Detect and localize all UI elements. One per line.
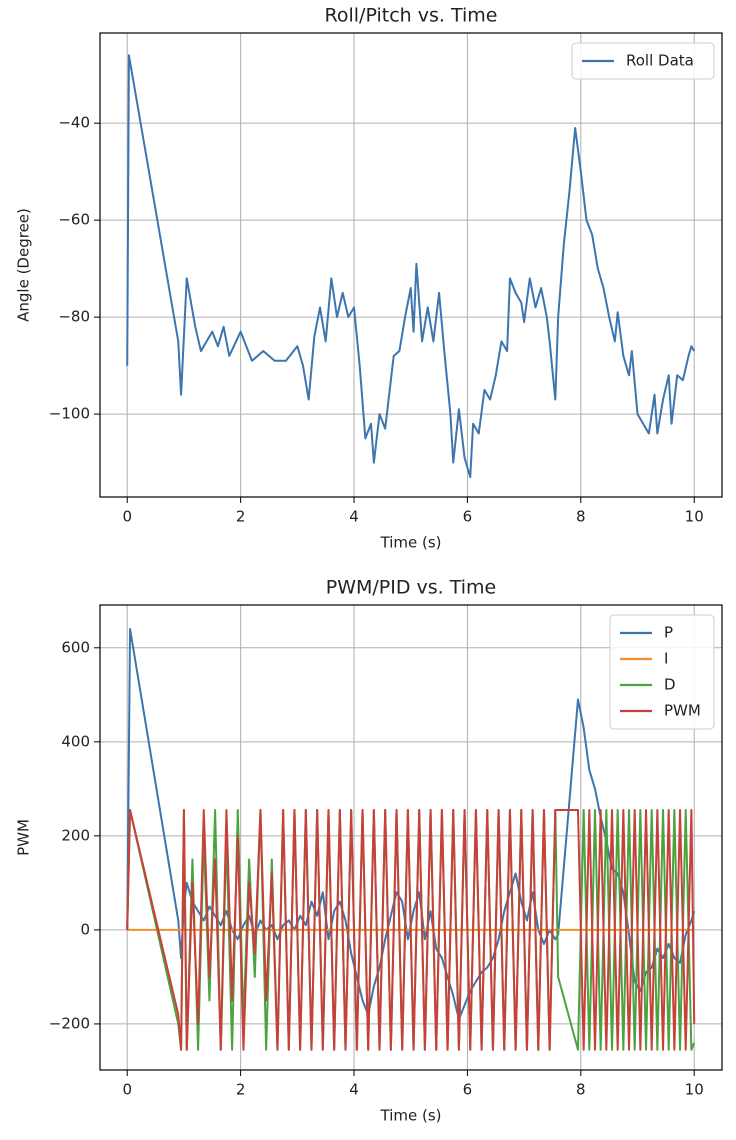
plot-area	[126, 54, 696, 479]
y-tick-label: −200	[49, 1014, 90, 1032]
x-tick-label: 6	[463, 508, 473, 526]
y-tick-label: −80	[58, 308, 90, 326]
legend-box	[571, 42, 715, 80]
y-tick-label: −100	[49, 405, 90, 423]
x-tick-label: 6	[463, 1081, 473, 1099]
legend-label: I	[664, 650, 668, 668]
x-tick-label: 4	[349, 508, 359, 526]
y-tick-label: 200	[61, 826, 90, 844]
legend-label: D	[664, 676, 676, 694]
x-tick-label: 0	[122, 508, 132, 526]
y-tick-label: −60	[58, 211, 90, 229]
legend-label: P	[664, 624, 673, 642]
x-axis-label: Time (s)	[380, 1107, 442, 1125]
plot-area	[126, 627, 696, 1051]
x-axis-label: Time (s)	[380, 534, 442, 552]
x-tick-label: 10	[685, 1081, 704, 1099]
chart-title: Roll/Pitch vs. Time	[325, 5, 498, 27]
y-tick-label: 0	[80, 920, 90, 938]
axes-frame	[99, 32, 723, 498]
y-tick-label: 400	[61, 732, 90, 750]
x-tick-label: 8	[576, 508, 586, 526]
y-tick-label: −40	[58, 114, 90, 132]
chart-title: PWM/PID vs. Time	[326, 577, 497, 599]
y-axis-label: PWM	[15, 819, 33, 856]
x-tick-label: 4	[349, 1081, 359, 1099]
x-tick-label: 2	[236, 508, 246, 526]
x-tick-label: 0	[122, 1081, 132, 1099]
x-tick-label: 10	[685, 508, 704, 526]
legend-box	[609, 614, 715, 730]
x-tick-label: 8	[576, 1081, 586, 1099]
y-axis-label: Angle (Degree)	[15, 208, 33, 322]
series-line	[126, 54, 696, 479]
y-tick-label: 600	[61, 638, 90, 656]
legend-label: Roll Data	[626, 52, 694, 70]
series-line	[126, 808, 696, 1051]
x-tick-label: 2	[236, 1081, 246, 1099]
axes-frame	[99, 604, 723, 1071]
legend-label: PWM	[664, 702, 701, 720]
